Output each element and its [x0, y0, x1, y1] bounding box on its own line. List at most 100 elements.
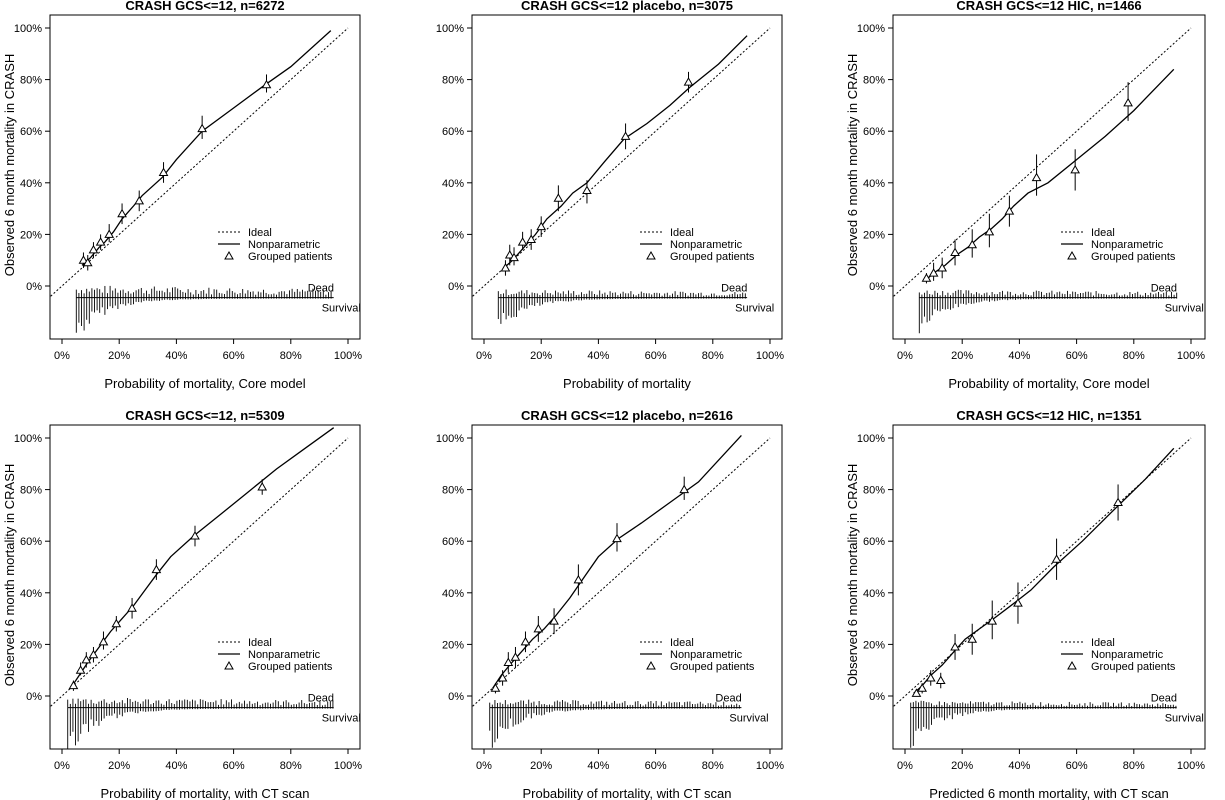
chart-title: CRASH GCS<=12 placebo, n=3075 [521, 0, 733, 13]
x-tick-label: 40% [1008, 760, 1030, 772]
grouped-patient-point [582, 185, 592, 195]
legend-entry: Nonparametric [248, 649, 321, 661]
plot-frame [49, 424, 361, 750]
x-tick-label: 40% [165, 350, 187, 362]
x-tick-label: 20% [108, 760, 130, 772]
y-tick-label: 20% [20, 639, 42, 651]
plot-frame [892, 14, 1206, 340]
x-tick-label: 60% [223, 350, 245, 362]
legend-entry: Grouped patients [1091, 251, 1176, 263]
grouped-patient-point [950, 641, 960, 651]
chart-panel-2: CRASH GCS<=12 placebo, n=3075 0% 20% 40% 60%… [436, 0, 784, 391]
y-tick-label: 40% [442, 178, 464, 190]
y-tick-label: 80% [863, 485, 885, 497]
legend-entry: Ideal [670, 637, 694, 649]
grouped-patient-point [967, 634, 978, 643]
nonparametric-curve [503, 35, 748, 269]
x-tick-label: 60% [645, 760, 667, 772]
grouped-patient-point [190, 531, 200, 540]
grouped-patient-point [111, 618, 122, 628]
y-tick-label: 100% [436, 23, 464, 35]
chart-panel-3: CRASH GCS<=12 HIC, n=1466 0% 20% 40% 60% 80% 1… [845, 0, 1206, 391]
legend-entry: Ideal [1091, 227, 1115, 239]
survival-label: Survival [729, 713, 768, 725]
x-axis-label: Probability of mortality [563, 376, 691, 391]
legend-grouped-key [646, 660, 656, 670]
x-tick-label: 100% [1177, 760, 1205, 772]
grouped-patient-point [82, 257, 93, 267]
nonparametric-curve [924, 68, 1175, 282]
grouped-patient-point [490, 683, 501, 692]
grouped-patient-point [950, 247, 960, 256]
series-group [50, 27, 349, 333]
y-tick-label: 80% [442, 485, 464, 497]
x-tick-label: 100% [334, 350, 362, 362]
grouped-patient-point [1113, 497, 1123, 506]
grouped-patient-point [497, 672, 508, 682]
plot-frame [471, 14, 783, 340]
y-tick-label: 40% [20, 588, 42, 600]
grouped-patient-point [98, 636, 109, 646]
grouped-patient-point [679, 484, 690, 494]
grouped-patient-point [1013, 598, 1023, 607]
grouped-patient-point [117, 208, 127, 218]
grouped-patient-point [549, 616, 559, 625]
x-tick-label: 60% [223, 760, 245, 772]
x-tick-label: 40% [587, 350, 609, 362]
x-tick-label: 20% [530, 350, 552, 362]
grouped-patient-point [917, 683, 928, 692]
x-tick-label: 80% [280, 760, 302, 772]
y-tick-label: 0% [26, 281, 42, 293]
grouped-patient-point [987, 616, 998, 625]
grouped-patient-point [928, 268, 939, 277]
grouped-patient-point [104, 229, 115, 238]
y-tick-label: 0% [26, 691, 42, 703]
y-axis-label: Observed 6 month mortality in CRASH [845, 464, 860, 687]
grouped-patient-point [573, 574, 584, 584]
series-group [50, 427, 349, 749]
y-tick-label: 0% [448, 281, 464, 293]
grouped-patient-point [984, 226, 995, 236]
legend-entry: Grouped patients [248, 251, 333, 263]
legend-entry: Grouped patients [248, 661, 333, 673]
grouped-patient-point [921, 273, 932, 282]
grouped-patient-point [683, 77, 694, 86]
legend-entry: Nonparametric [248, 239, 321, 251]
plot-frame [892, 424, 1206, 750]
grouped-patient-point [1004, 206, 1015, 215]
plot-frame [49, 14, 361, 340]
x-tick-label: 60% [1066, 350, 1088, 362]
legend-entry: Nonparametric [670, 649, 743, 661]
plot-frame [471, 424, 783, 750]
x-axis-label: Probability of mortality, with CT scan [100, 786, 309, 800]
grouped-patient-point [1051, 554, 1062, 563]
y-tick-label: 100% [14, 433, 42, 445]
x-tick-label: 100% [1177, 350, 1205, 362]
grouped-patient-point [937, 262, 948, 272]
grouped-patient-point [504, 250, 515, 259]
ideal-line [893, 27, 1192, 298]
grouped-patient-point [158, 167, 169, 176]
y-tick-label: 20% [442, 639, 464, 651]
grouped-patient-point [75, 665, 86, 674]
y-tick-label: 40% [20, 178, 42, 190]
legend-entry: Grouped patients [670, 251, 755, 263]
x-tick-label: 80% [280, 350, 302, 362]
legend-entry: Ideal [670, 227, 694, 239]
grouped-patient-point [151, 564, 162, 574]
grouped-patient-point [127, 603, 137, 612]
y-tick-label: 60% [20, 126, 42, 138]
grouped-patient-point [536, 221, 547, 231]
x-tick-label: 80% [1123, 760, 1145, 772]
x-tick-label: 0% [476, 760, 492, 772]
x-tick-label: 40% [1008, 350, 1030, 362]
grouped-patient-point [88, 649, 99, 659]
legend-grouped-key [646, 250, 656, 260]
grouped-patient-point [509, 252, 519, 262]
grouped-patient-point [134, 195, 145, 205]
x-axis-label: Probability of mortality, with CT scan [522, 786, 731, 800]
grouped-patient-point [533, 623, 544, 633]
dead-label: Dead [715, 693, 741, 705]
y-tick-label: 100% [436, 433, 464, 445]
legend-entry: Grouped patients [670, 661, 755, 673]
